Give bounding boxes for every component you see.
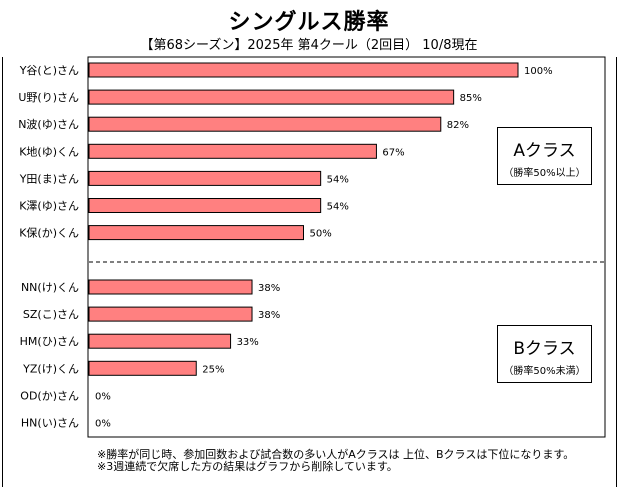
bar (88, 62, 519, 78)
data-label: 33% (237, 337, 259, 348)
chart-subtitle: 【第68シーズン】2025年 第4クール（2回目） 10/8現在 (140, 38, 478, 53)
class-a-note: （勝率50%以上） (503, 168, 586, 179)
category-label: HN(い)さん (21, 417, 79, 430)
bar (88, 116, 442, 132)
bar (88, 170, 322, 186)
category-label: HM(ひ)さん (20, 335, 79, 348)
category-label: SZ(こ)さん (23, 308, 79, 321)
footnote: ※勝率が同じ時、参加回数および試合数の多い人がAクラスは 上位、Bクラスは下位に… (97, 448, 575, 461)
category-label: K地(ゆ)くん (19, 145, 79, 158)
data-label: 50% (310, 229, 332, 240)
category-label: Y谷(と)さん (19, 64, 79, 77)
outer-frame (2, 57, 617, 487)
category-label: K澤(ゆ)さん (19, 200, 79, 213)
class-b-note: （勝率50%未満） (503, 366, 586, 377)
chart-title: シングルス勝率 (228, 10, 390, 35)
data-label: 100% (524, 66, 553, 77)
category-label: N波(ゆ)さん (18, 118, 79, 131)
data-label: 54% (327, 202, 349, 213)
category-label: NN(け)くん (21, 281, 79, 294)
data-label: 54% (327, 174, 349, 185)
data-label: 82% (447, 120, 469, 131)
bar (88, 225, 304, 241)
data-label: 0% (95, 419, 111, 430)
category-label: OD(か)さん (20, 389, 79, 402)
data-label: 85% (460, 93, 482, 104)
category-label: YZ(け)くん (22, 362, 79, 375)
class-b-label: Bクラス (513, 339, 576, 359)
bar (88, 360, 197, 376)
footnotes: ※勝率が同じ時、参加回数および試合数の多い人がAクラスは 上位、Bクラスは下位に… (97, 449, 574, 473)
data-label: 25% (202, 364, 224, 375)
class-a-box: Aクラス （勝率50%以上） (497, 127, 592, 185)
category-label: U野(り)さん (18, 91, 79, 104)
data-label: 38% (258, 310, 280, 321)
data-label: 67% (382, 147, 404, 158)
bar (88, 306, 253, 322)
category-label: Y田(ま)さん (19, 172, 79, 185)
class-a-label: Aクラス (513, 141, 576, 161)
bar (88, 198, 322, 213)
bar (88, 143, 377, 159)
data-label: 0% (95, 391, 111, 402)
plot-area (87, 56, 606, 438)
category-label: K保(か)くん (19, 226, 79, 240)
bar (88, 333, 232, 349)
class-b-box: Bクラス （勝率50%未満） (497, 325, 592, 383)
bar (88, 279, 253, 295)
footnote: ※3週連続で欠席した方の結果はグラフから削除しています。 (97, 460, 398, 473)
data-label: 38% (258, 283, 280, 294)
bar (88, 89, 455, 105)
